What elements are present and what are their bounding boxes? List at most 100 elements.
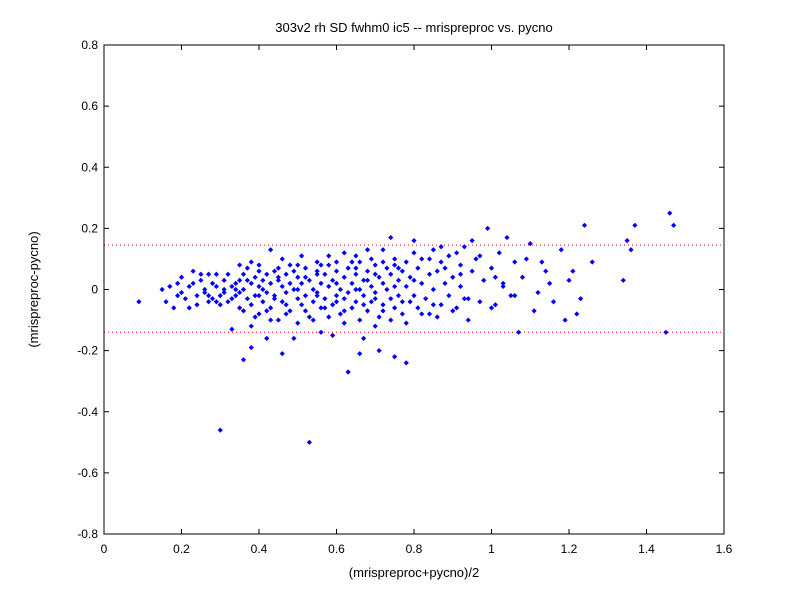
data-point [516, 329, 522, 335]
data-point [392, 262, 398, 268]
data-point [291, 268, 297, 274]
data-point [229, 283, 235, 290]
data-point [237, 262, 243, 268]
data-point [457, 283, 464, 290]
data-point [330, 332, 336, 338]
chart-title: 303v2 rh SD fwhm0 ic5 -- mrispreproc vs.… [275, 20, 552, 35]
data-point [457, 271, 464, 277]
data-point [233, 286, 239, 293]
data-point [275, 265, 281, 271]
data-point [550, 299, 557, 305]
data-point [302, 274, 309, 280]
data-point [233, 293, 239, 299]
data-point [419, 280, 425, 286]
data-point [330, 302, 336, 308]
data-point [206, 299, 212, 305]
data-point [411, 250, 417, 256]
data-point [279, 299, 285, 305]
data-point [543, 268, 549, 274]
data-point [198, 271, 204, 277]
x-tick-label: 1.6 [716, 542, 733, 556]
data-point [252, 293, 258, 299]
data-point [295, 320, 301, 326]
data-point [275, 317, 281, 323]
data-point [206, 271, 212, 277]
data-point [190, 280, 196, 286]
data-point [186, 283, 192, 290]
data-point [333, 268, 340, 274]
data-point [268, 280, 274, 286]
data-point [240, 286, 247, 293]
data-point [287, 280, 293, 286]
data-point [364, 277, 371, 283]
data-point [217, 427, 223, 433]
y-tick-label: 0.6 [81, 99, 98, 113]
data-point [229, 296, 235, 302]
data-point [589, 259, 595, 265]
data-point [353, 265, 359, 271]
x-tick-label: 1 [488, 542, 495, 556]
data-point [240, 357, 247, 363]
data-point [465, 296, 471, 302]
data-point [198, 277, 204, 283]
data-point [523, 256, 529, 262]
data-point [388, 271, 394, 277]
data-point [481, 277, 487, 283]
data-point [341, 320, 347, 326]
data-point [349, 305, 355, 311]
data-point [395, 265, 402, 271]
data-point [171, 305, 177, 311]
data-point [500, 280, 506, 286]
data-point [330, 277, 336, 283]
data-point [407, 299, 413, 305]
data-point [423, 296, 429, 302]
data-point [384, 265, 390, 271]
data-point [314, 268, 320, 274]
data-point [256, 268, 262, 274]
data-point [302, 293, 309, 299]
data-point [260, 277, 266, 283]
data-point [225, 271, 231, 277]
x-tick-label: 0.4 [251, 542, 268, 556]
data-point [380, 247, 386, 253]
data-point [442, 280, 448, 286]
data-point [221, 286, 227, 293]
data-point [403, 320, 409, 326]
x-tick-label: 0.2 [173, 542, 190, 556]
data-point [438, 302, 444, 308]
data-point [310, 299, 316, 305]
data-point [264, 289, 270, 296]
data-point [240, 271, 247, 277]
data-point [500, 283, 506, 290]
data-point [279, 256, 285, 262]
data-point [667, 210, 673, 216]
data-point [457, 262, 464, 268]
y-tick-label: -0.8 [77, 527, 98, 541]
data-point [337, 286, 343, 293]
data-point [512, 293, 518, 299]
data-point [295, 296, 301, 302]
data-point [306, 439, 312, 445]
data-point [376, 348, 382, 354]
data-point [314, 293, 320, 299]
data-point [256, 311, 262, 317]
data-point [426, 311, 433, 317]
data-point [213, 283, 219, 290]
data-point [395, 277, 402, 283]
data-point [345, 289, 351, 296]
data-point [279, 351, 285, 357]
data-point [310, 286, 316, 293]
data-point [496, 250, 502, 256]
data-point [306, 314, 312, 320]
data-point [213, 299, 219, 305]
data-point [264, 271, 270, 277]
data-point [399, 311, 405, 317]
data-point [454, 305, 460, 311]
data-point [244, 296, 250, 302]
data-point [504, 234, 510, 241]
data-point [628, 247, 634, 253]
x-tick-label: 0.8 [406, 542, 423, 556]
data-point [349, 259, 355, 265]
